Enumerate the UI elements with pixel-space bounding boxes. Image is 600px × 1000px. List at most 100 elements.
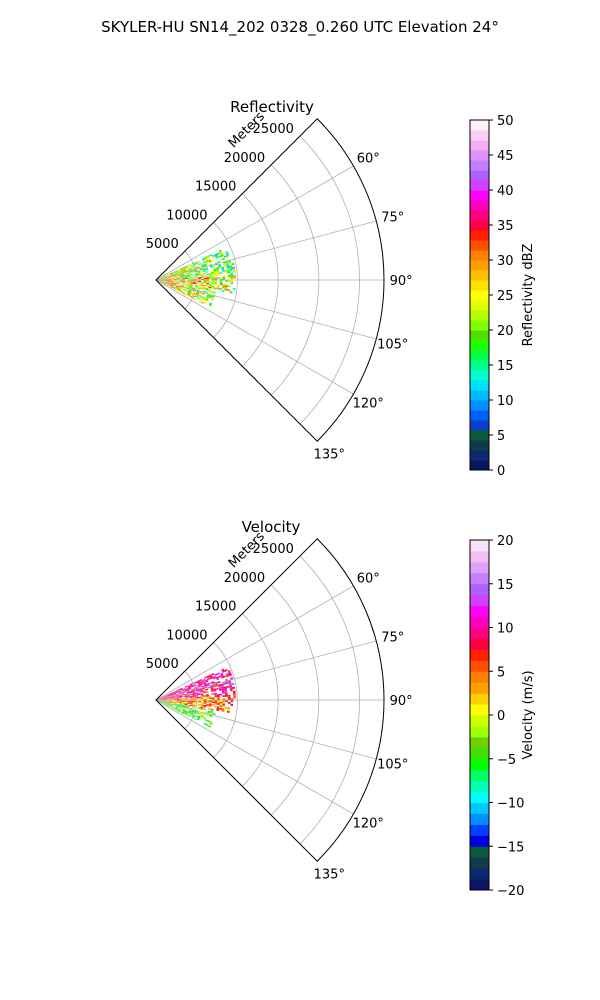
echo-cell [187, 698, 191, 700]
echo-cell [165, 704, 168, 706]
echo-cell [206, 684, 210, 687]
echo-cell [219, 288, 223, 290]
echo-cell [182, 698, 185, 700]
echo-cell [184, 273, 188, 275]
echo-cell [170, 704, 174, 707]
echo-cell [189, 704, 193, 706]
echo-cell [187, 686, 191, 688]
echo-cell [166, 280, 169, 282]
echo-cell [160, 697, 163, 699]
echo-cell [173, 695, 177, 697]
echo-cell [180, 708, 184, 711]
echo-cell [162, 283, 166, 285]
echo-cell [184, 696, 188, 698]
colorbar-tick-label: 10 [497, 622, 514, 637]
echo-cell [190, 695, 193, 697]
echo-cell [210, 270, 214, 273]
echo-cell [187, 695, 191, 698]
echo-cell [232, 690, 236, 693]
echo-cell [182, 697, 185, 699]
echo-cell [160, 280, 164, 282]
echo-cell [192, 698, 196, 700]
echo-cell [165, 275, 169, 277]
echo-cell [212, 265, 216, 268]
echo-cell [209, 281, 212, 283]
echo-cell [172, 706, 176, 709]
echo-cell [198, 263, 202, 266]
echo-cell [181, 693, 185, 695]
echo-cell [179, 281, 183, 283]
echo-cell [163, 278, 166, 279]
echo-cell [197, 681, 201, 685]
echo-cell [200, 715, 204, 718]
echo-cell [203, 280, 207, 282]
echo-cell [204, 257, 208, 260]
echo-cell [182, 700, 185, 702]
echo-cell [206, 693, 209, 696]
echo-cell [204, 256, 208, 259]
echo-cell [227, 694, 231, 697]
echo-cell [201, 292, 205, 295]
echo-cell [182, 278, 185, 280]
echo-cell [165, 284, 168, 286]
echo-cell [160, 280, 164, 282]
echo-cell [182, 711, 185, 714]
echo-cell [207, 711, 211, 714]
echo-cell [165, 704, 168, 706]
echo-cell [182, 277, 185, 279]
echo-cell [198, 274, 201, 277]
echo-cell [160, 277, 163, 279]
echo-cell [197, 272, 201, 274]
echo-cell [166, 278, 169, 280]
echo-cell [170, 692, 173, 694]
echo-cell [195, 715, 198, 718]
echo-cell [179, 290, 183, 292]
echo-cell [200, 701, 204, 703]
echo-cell [180, 268, 183, 271]
echo-cell [168, 282, 172, 284]
echo-cell [165, 694, 168, 696]
echo-cell [170, 704, 174, 706]
echo-cell [192, 696, 196, 698]
echo-cell [223, 675, 227, 678]
echo-cell [168, 283, 171, 285]
echo-cell [173, 703, 177, 705]
echo-cell [214, 253, 218, 256]
colorbar-tick-label: 20 [497, 534, 514, 549]
echo-cell [181, 707, 184, 709]
colorbar-tick-label: 5 [497, 665, 505, 680]
echo-cell [192, 694, 196, 696]
colorbar-swatch [470, 460, 489, 471]
echo-cell [200, 276, 204, 278]
echo-cell [205, 299, 209, 302]
echo-cell [178, 704, 182, 706]
azimuth-spoke [155, 279, 377, 340]
colorbar-swatch [470, 400, 489, 411]
echo-cell [221, 688, 225, 691]
echo-cell [209, 721, 214, 724]
echo-cell [213, 287, 217, 290]
echo-cell [206, 697, 210, 699]
echo-cell [184, 276, 188, 278]
echo-cell [199, 268, 203, 271]
echo-cell [170, 285, 173, 288]
echo-cell [182, 281, 185, 283]
echo-cell [168, 277, 172, 279]
echo-cell [200, 274, 204, 276]
echo-cell [202, 299, 206, 302]
echo-cell [230, 282, 234, 285]
echo-cell [190, 712, 194, 715]
echo-cell [188, 267, 192, 270]
echo-cell [166, 700, 169, 702]
echo-cell [182, 282, 185, 283]
echo-cell [201, 263, 204, 266]
echo-cell [190, 702, 193, 704]
echo-cell [162, 696, 166, 698]
colorbar-swatch [470, 310, 489, 321]
echo-cell [229, 267, 233, 270]
echo-cell [213, 688, 217, 691]
echo-cell [165, 701, 169, 703]
colorbar-label: Velocity (m/s) [521, 670, 536, 759]
echo-cell [195, 262, 199, 265]
echo-cell [214, 703, 218, 705]
